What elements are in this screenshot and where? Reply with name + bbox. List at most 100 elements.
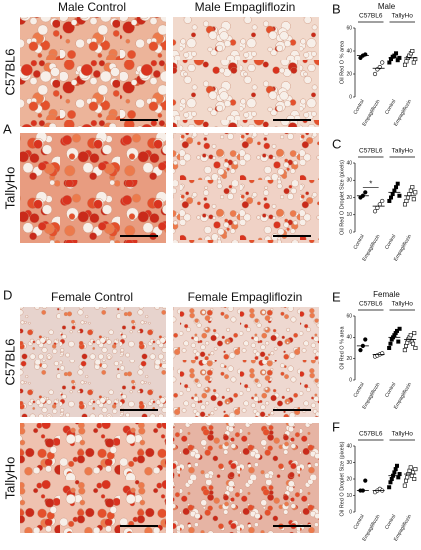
data-point <box>358 348 363 353</box>
y-tick-label: 40 <box>346 335 352 341</box>
data-point <box>397 193 402 198</box>
data-point <box>410 185 415 190</box>
data-point <box>404 198 409 203</box>
data-point <box>387 345 392 350</box>
data-point <box>411 197 416 202</box>
y-tick-label: 40 <box>346 443 352 449</box>
y-tick-label: 0 <box>349 94 352 100</box>
group-label: C57BL6 <box>359 13 383 20</box>
group-label: TallyHo <box>392 13 414 20</box>
y-tick-label: 0 <box>349 509 352 515</box>
image-title: Male Empagliflozin <box>195 0 296 14</box>
data-point <box>408 465 413 470</box>
data-point <box>377 202 382 207</box>
row-label: TallyHo <box>2 457 17 500</box>
group-label: C57BL6 <box>359 431 383 438</box>
micrograph <box>20 133 166 243</box>
data-point <box>404 478 409 483</box>
y-tick-label: 40 <box>346 48 352 54</box>
data-point <box>389 195 394 200</box>
data-point <box>413 57 418 62</box>
data-point <box>394 51 399 56</box>
data-point <box>404 343 409 348</box>
data-point <box>405 195 410 200</box>
data-point <box>402 483 407 488</box>
data-point <box>407 192 412 197</box>
data-point <box>388 341 393 346</box>
data-point <box>408 188 413 193</box>
data-point <box>396 339 401 344</box>
data-point <box>412 331 417 336</box>
x-tick-label: Control <box>384 99 397 116</box>
data-point <box>394 328 399 333</box>
group-label: TallyHo <box>392 431 414 438</box>
data-point <box>407 468 412 473</box>
y-tick-label: 60 <box>346 25 352 31</box>
data-point <box>380 198 385 204</box>
x-tick-label: Control <box>384 514 397 531</box>
data-point <box>413 345 418 350</box>
group-label: TallyHo <box>392 301 414 308</box>
y-tick-label: 40 <box>346 160 352 166</box>
data-point <box>404 59 409 64</box>
data-point <box>394 463 399 468</box>
image-title: Male Control <box>58 0 126 14</box>
data-point <box>413 467 418 472</box>
y-axis-label: Oil Red O Droplet Size (pixels) <box>339 441 345 516</box>
data-point <box>402 62 407 67</box>
data-point <box>390 192 395 197</box>
row-label: C57BL6 <box>2 339 17 386</box>
micrograph <box>173 133 319 243</box>
x-tick-label: Control <box>352 234 365 251</box>
data-point <box>413 190 418 195</box>
row-label: C57BL6 <box>2 49 17 96</box>
data-point <box>372 209 378 214</box>
y-tick-label: 30 <box>346 460 352 466</box>
panel-letter: A <box>3 121 12 136</box>
x-tick-label: Control <box>384 382 397 399</box>
data-point <box>402 348 407 353</box>
x-tick-label: Control <box>384 234 397 251</box>
data-point <box>411 341 416 346</box>
data-point <box>402 202 407 207</box>
y-tick-label: 20 <box>346 71 352 77</box>
micrograph <box>20 307 166 417</box>
x-tick-label: Control <box>352 382 365 399</box>
panel-letter: C <box>332 136 341 151</box>
data-point <box>409 473 414 478</box>
data-point <box>389 476 394 481</box>
data-point <box>412 476 417 481</box>
row-label: TallyHo <box>2 167 17 210</box>
image-title: Female Control <box>51 290 133 304</box>
micrograph <box>173 423 319 533</box>
chart-title: Female <box>373 290 400 299</box>
x-tick-label: Control <box>352 99 365 116</box>
y-tick-label: 0 <box>349 377 352 383</box>
data-point <box>408 333 413 338</box>
data-point <box>405 340 410 345</box>
data-point <box>410 48 415 53</box>
data-point <box>375 205 380 210</box>
data-point <box>395 181 400 186</box>
panel-letter: B <box>332 1 341 16</box>
image-title: Female Empagliflozin <box>188 290 303 304</box>
data-point <box>392 188 397 193</box>
data-point <box>387 485 392 490</box>
data-point <box>411 470 416 475</box>
data-point <box>363 190 368 195</box>
chart-title: Male <box>378 2 396 11</box>
data-point <box>393 467 398 472</box>
data-point <box>372 71 378 77</box>
y-tick-label: 10 <box>346 212 352 218</box>
micrograph <box>173 17 319 127</box>
data-point <box>397 472 402 477</box>
panel-letter: D <box>3 287 12 302</box>
group-label: C57BL6 <box>359 301 383 308</box>
data-point <box>405 475 410 480</box>
y-tick-label: 20 <box>346 195 352 201</box>
x-tick-label: Control <box>352 514 365 531</box>
data-point <box>394 185 399 190</box>
data-point <box>363 478 368 483</box>
micrograph <box>173 307 319 417</box>
